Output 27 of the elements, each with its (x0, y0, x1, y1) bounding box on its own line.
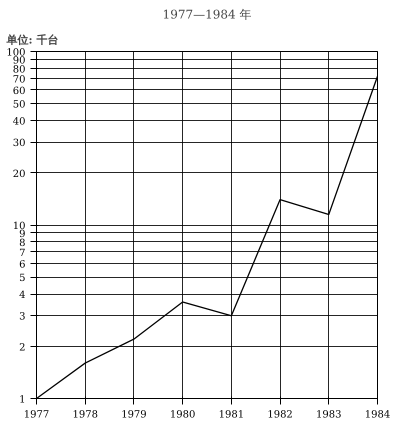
x-tick-label: 1983 (316, 410, 342, 420)
y-tick-label: 70 (12, 74, 26, 86)
y-tick-label: 40 (12, 116, 26, 128)
y-tick-label: 50 (12, 100, 26, 111)
x-tick-label: 1978 (72, 410, 98, 420)
x-tick-label: 1984 (364, 410, 390, 420)
x-tick-label: 1981 (218, 410, 244, 420)
y-tick-label: 30 (12, 138, 26, 150)
y-tick-label: 60 (12, 86, 26, 97)
y-tick-label: 9 (19, 228, 26, 240)
y-tick-label: 80 (12, 64, 26, 76)
y-tick-label: 5 (19, 273, 26, 284)
y-tick-label: 8 (19, 238, 26, 249)
x-tick-label: 1982 (267, 410, 293, 420)
y-tick-label: 90 (12, 55, 26, 66)
chart-title: 1977—1984 年 (162, 8, 252, 22)
y-tick-label: 7 (19, 248, 26, 259)
y-tick-label: 20 (12, 168, 26, 180)
y-tick-label: 2 (19, 342, 26, 354)
y-tick-label: 6 (19, 259, 26, 270)
y-tick-label: 3 (19, 312, 26, 323)
x-tick-label: 1980 (170, 410, 196, 420)
y-tick-label: 1 (19, 394, 26, 406)
x-tick-label: 1977 (24, 410, 50, 420)
y-tick-label: 4 (19, 290, 26, 302)
y-axis-title: 单位: 千台 (6, 34, 58, 46)
x-tick-label: 1979 (121, 410, 147, 420)
